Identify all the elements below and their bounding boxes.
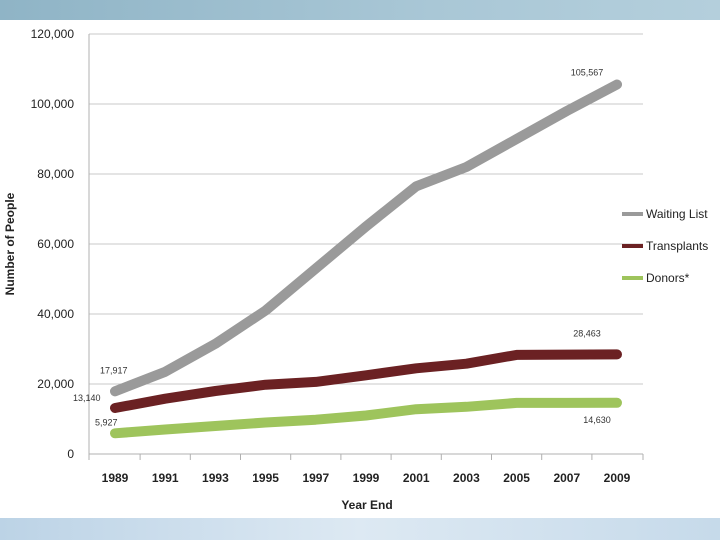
data-label: 5,927 — [95, 417, 118, 427]
y-tick-label: 0 — [67, 447, 74, 461]
top-decorative-band — [0, 0, 720, 20]
legend-label: Transplants — [646, 239, 708, 253]
y-tick-label: 40,000 — [37, 307, 74, 321]
data-label: 13,140 — [73, 393, 101, 403]
x-tick-label: 2007 — [553, 471, 580, 485]
axis-layer: 0 20,000 40,000 60,000 80,000 100,000 120,000 1… — [31, 27, 644, 485]
label-layer: 17,917 105,567 13,140 28,463 5,927 14,630 — [73, 68, 611, 428]
series-layer — [110, 79, 622, 439]
x-tick-label: 2003 — [453, 471, 480, 485]
y-axis-title: Number of People — [3, 192, 17, 295]
x-axis-title: Year End — [341, 498, 392, 512]
x-tick-label: 2001 — [403, 471, 430, 485]
x-tick-label: 1995 — [252, 471, 279, 485]
x-tick-label: 1991 — [152, 471, 179, 485]
x-tick-label: 1989 — [102, 471, 129, 485]
x-tick-label: 1997 — [302, 471, 329, 485]
y-tick-label: 120,000 — [31, 27, 75, 41]
legend: Waiting List Transplants Donors* — [622, 207, 708, 285]
data-label: 28,463 — [573, 328, 601, 338]
bottom-decorative-band — [0, 518, 720, 540]
y-tick-label: 100,000 — [31, 97, 75, 111]
y-tick-label: 20,000 — [37, 377, 74, 391]
y-tick-label: 80,000 — [37, 167, 74, 181]
data-label: 17,917 — [100, 365, 128, 375]
legend-label: Donors* — [646, 271, 690, 285]
x-tick-label: 1999 — [353, 471, 380, 485]
data-label: 14,630 — [583, 415, 611, 425]
data-label: 105,567 — [571, 68, 604, 78]
grid-layer — [89, 33, 643, 455]
series-line-donors — [110, 397, 622, 439]
series-line-waiting-list — [110, 79, 622, 397]
x-tick-label: 1993 — [202, 471, 229, 485]
legend-label: Waiting List — [646, 207, 708, 221]
x-tick-label: 2005 — [503, 471, 530, 485]
x-tick-label: 2009 — [604, 471, 631, 485]
y-tick-label: 60,000 — [37, 237, 74, 251]
